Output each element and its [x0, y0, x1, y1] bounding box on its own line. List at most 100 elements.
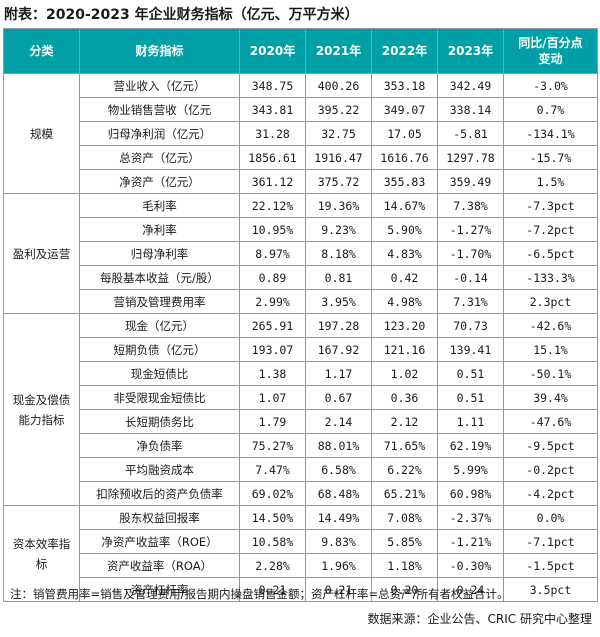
value-2020-cell: 1.07 — [239, 385, 306, 410]
value-2020-cell: 1.38 — [239, 361, 306, 386]
value-2022-cell: 1616.76 — [371, 145, 438, 170]
indicator-cell: 归母净利率 — [79, 241, 240, 266]
value-2023-cell: 342.49 — [437, 73, 504, 98]
value-2020-cell: 10.95% — [239, 217, 306, 242]
value-2022-cell: 4.83% — [371, 241, 438, 266]
table-row: 净利率 10.95% 9.23% 5.90% -1.27% -7.2pct — [4, 217, 598, 242]
value-2023-cell: 1.11 — [437, 409, 504, 434]
indicator-cell: 资产收益率（ROA） — [79, 553, 240, 578]
value-2020-cell: 265.91 — [239, 313, 306, 338]
value-2020-cell: 1856.61 — [239, 145, 306, 170]
value-2021-cell: 9.83% — [305, 529, 372, 554]
indicator-cell: 短期负债（亿元） — [79, 337, 240, 362]
value-2022-cell: 6.22% — [371, 457, 438, 482]
value-2023-cell: 62.19% — [437, 433, 504, 458]
value-2022-cell: 5.90% — [371, 217, 438, 242]
value-2023-cell: -0.30% — [437, 553, 504, 578]
change-cell: -15.7% — [503, 145, 598, 170]
header-row: 分类 财务指标 2020年 2021年 2022年 2023年 同比/百分点变动 — [3, 28, 598, 74]
value-2020-cell: 1.79 — [239, 409, 306, 434]
value-2021-cell: 14.49% — [305, 505, 372, 530]
indicator-cell: 净资产收益率（ROE） — [79, 529, 240, 554]
value-2021-cell: 32.75 — [305, 121, 372, 146]
indicator-cell: 净利率 — [79, 217, 240, 242]
change-cell: -3.0% — [503, 73, 598, 98]
indicator-cell: 每股基本收益（元/股） — [79, 265, 240, 290]
table-row: 物业销售营收（亿元 343.81 395.22 349.07 338.14 0.7% — [4, 97, 598, 122]
value-2022-cell: 355.83 — [371, 169, 438, 194]
value-2022-cell: 0.36 — [371, 385, 438, 410]
value-2021-cell: 400.26 — [305, 73, 372, 98]
table-row: 长短期债务比 1.79 2.14 2.12 1.11 -47.6% — [4, 409, 598, 434]
change-cell: -42.6% — [503, 313, 598, 338]
value-2021-cell: 1.17 — [305, 361, 372, 386]
data-source: 数据来源：企业公告、CRIC 研究中心整理 — [367, 612, 592, 626]
table-title: 附表：2020-2023 年企业财务指标（亿元、万平方米） — [4, 7, 359, 23]
change-cell: -7.1pct — [503, 529, 598, 554]
value-2023-cell: 0.51 — [437, 361, 504, 386]
indicator-cell: 净资产（亿元） — [79, 169, 240, 194]
value-2020-cell: 348.75 — [239, 73, 306, 98]
value-2023-cell: 338.14 — [437, 97, 504, 122]
col-header-change: 同比/百分点变动 — [503, 28, 598, 74]
change-cell: 15.1% — [503, 337, 598, 362]
value-2023-cell: 139.41 — [437, 337, 504, 362]
value-2023-cell: 70.73 — [437, 313, 504, 338]
table-row: 归母净利率 8.97% 8.18% 4.83% -1.70% -6.5pct — [4, 241, 598, 266]
value-2022-cell: 121.16 — [371, 337, 438, 362]
indicator-cell: 现金（亿元） — [79, 313, 240, 338]
value-2023-cell: 7.31% — [437, 289, 504, 314]
indicator-cell: 股东权益回报率 — [79, 505, 240, 530]
value-2022-cell: 14.67% — [371, 193, 438, 218]
table-row: 净资产（亿元） 361.12 375.72 355.83 359.49 1.5% — [4, 169, 598, 194]
value-2022-cell: 7.08% — [371, 505, 438, 530]
table-row: 规模 营业收入（亿元） 348.75 400.26 353.18 342.49 -3.0% — [3, 73, 598, 194]
col-header-2020: 2020年 — [239, 28, 306, 74]
value-2022-cell: 1.18% — [371, 553, 438, 578]
value-2021-cell: 6.58% — [305, 457, 372, 482]
value-2022-cell: 17.05 — [371, 121, 438, 146]
indicator-cell: 长短期债务比 — [79, 409, 240, 434]
table-row: 资产收益率（ROA） 2.28% 1.96% 1.18% -0.30% -1.5pct — [4, 553, 598, 578]
indicator-cell: 平均融资成本 — [79, 457, 240, 482]
value-2022-cell: 1.02 — [371, 361, 438, 386]
indicator-cell: 毛利率 — [79, 193, 240, 218]
value-2021-cell: 1916.47 — [305, 145, 372, 170]
table-row: 扣除预收后的资产负债率 69.02% 68.48% 65.21% 60.98% -4.2p… — [4, 481, 598, 506]
value-2023-cell: 359.49 — [437, 169, 504, 194]
col-header-category: 分类 — [3, 28, 80, 74]
footnote: 注：销管费用率=销售及管理费用/报告期内操盘销售金额；资产杠杆率=总资产/所有者… — [10, 587, 509, 601]
value-2023-cell: -5.81 — [437, 121, 504, 146]
col-header-2021: 2021年 — [305, 28, 372, 74]
value-2021-cell: 167.92 — [305, 337, 372, 362]
value-2023-cell: 0.24 — [437, 577, 504, 602]
value-2020-cell: 2.99% — [239, 289, 306, 314]
table-row: 每股基本收益（元/股） 0.89 0.81 0.42 -0.14 -133.3% — [4, 265, 598, 290]
value-2020-cell: 343.81 — [239, 97, 306, 122]
change-cell: -134.1% — [503, 121, 598, 146]
value-2021-cell: 3.95% — [305, 289, 372, 314]
category-cell: 盈利及运营 — [3, 193, 80, 314]
indicator-cell: 营业收入（亿元） — [79, 73, 240, 98]
change-cell: -50.1% — [503, 361, 598, 386]
indicator-cell: 资产杠杆率 — [79, 577, 240, 602]
change-cell: -9.5pct — [503, 433, 598, 458]
value-2020-cell: 14.50% — [239, 505, 306, 530]
value-2022-cell: 2.12 — [371, 409, 438, 434]
change-cell: -6.5pct — [503, 241, 598, 266]
value-2020-cell: 7.47% — [239, 457, 306, 482]
table-row: 归母净利润（亿元） 31.28 32.75 17.05 -5.81 -134.1% — [4, 121, 598, 146]
change-cell: 1.5% — [503, 169, 598, 194]
indicator-cell: 营销及管理费用率 — [79, 289, 240, 314]
table-row: 净负债率 75.27% 88.01% 71.65% 62.19% -9.5pct — [4, 433, 598, 458]
value-2020-cell: 0.21 — [239, 577, 306, 602]
value-2020-cell: 22.12% — [239, 193, 306, 218]
value-2023-cell: -1.21% — [437, 529, 504, 554]
change-cell: -1.5pct — [503, 553, 598, 578]
category-cell: 现金及偿债能力指标 — [3, 313, 80, 506]
value-2023-cell: 60.98% — [437, 481, 504, 506]
value-2021-cell: 88.01% — [305, 433, 372, 458]
value-2020-cell: 69.02% — [239, 481, 306, 506]
value-2021-cell: 0.21 — [305, 577, 372, 602]
value-2021-cell: 68.48% — [305, 481, 372, 506]
